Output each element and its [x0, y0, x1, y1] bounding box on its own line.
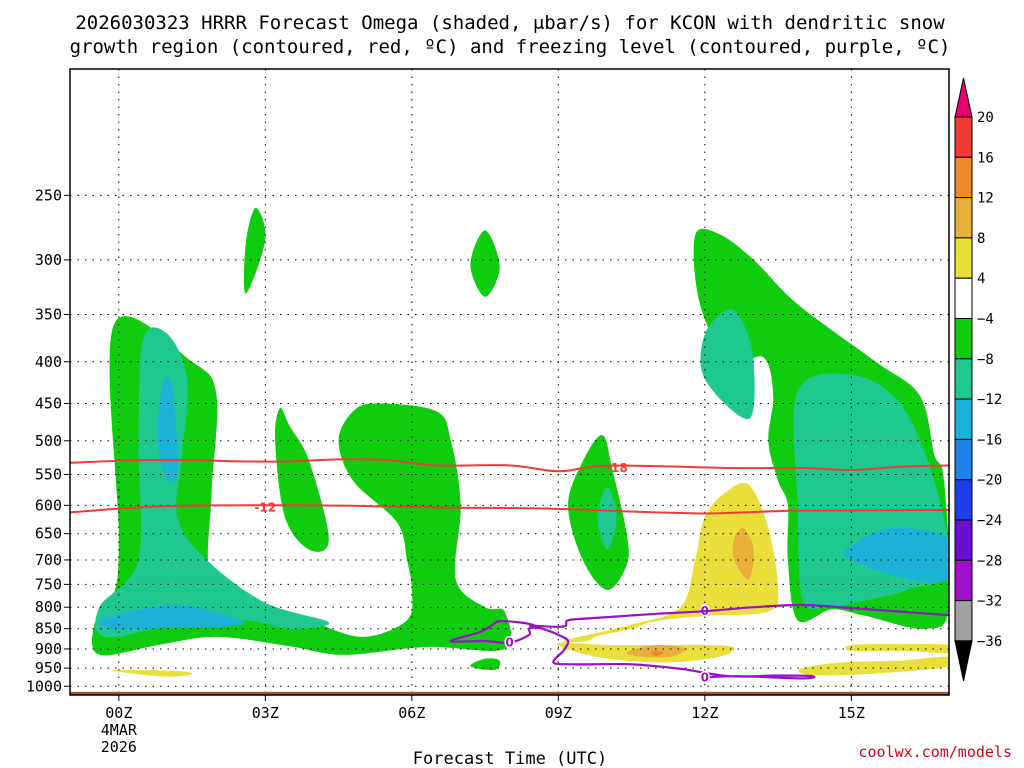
y-tick-label-800: 800	[35, 598, 62, 616]
omega-region-18	[112, 669, 193, 677]
plot-area: -18-12 000	[70, 69, 949, 695]
freezing-contour-2	[494, 619, 536, 630]
temp-contour-label-0: -18	[606, 461, 628, 475]
terrain	[70, 691, 949, 695]
y-axis: 250 300 350 400 450 500 550 600 650 700 750 800 850 9…	[26, 186, 70, 695]
chart-title-line1: 2026030323 HRRR Forecast Omega (shaded, …	[75, 12, 945, 34]
colorbar-label-4: 4	[977, 271, 985, 287]
colorbar-box-12	[954, 600, 973, 642]
omega-region-21	[651, 650, 664, 656]
y-tick-label-450: 450	[35, 394, 62, 412]
colorbar-label-11: −28	[977, 553, 1002, 569]
x-tick-label-15: 15Z	[838, 704, 865, 722]
omega-region-14	[561, 482, 779, 643]
temperature-contours: -18 -12	[70, 458, 949, 515]
x-tick-label-12: 12Z	[691, 704, 718, 722]
omega-region-12	[98, 604, 245, 630]
colorbar-label-6: −8	[977, 352, 994, 368]
y-tick-label-650: 650	[35, 525, 62, 543]
colorbar-cap-top	[954, 77, 973, 118]
colorbar-box-4	[954, 277, 973, 320]
colorbar-cap-bottom	[954, 640, 973, 682]
y-tick-label-550: 550	[35, 466, 62, 484]
x-tick-date: 4MAR	[101, 721, 138, 739]
temp-contour-1	[70, 504, 949, 515]
colorbar-box-7	[954, 398, 973, 440]
x-axis-label: Forecast Time (UTC)	[413, 749, 607, 768]
plot-frame	[69, 68, 950, 696]
omega-region-8	[597, 487, 617, 550]
y-tick-label-700: 700	[35, 551, 62, 569]
colorbar-label-5: −4	[977, 312, 994, 328]
y-tick-label-950: 950	[35, 659, 62, 677]
colorbar-label-3: 8	[977, 231, 985, 247]
x-tick-label-0: 00Z	[105, 704, 132, 722]
y-tick-label-900: 900	[35, 640, 62, 658]
omega-region-3	[274, 407, 329, 552]
omega-region-16	[798, 656, 949, 676]
x-tick-label-6: 06Z	[398, 704, 425, 722]
freezing-contour-0	[449, 622, 816, 680]
colorbar-box-0	[954, 116, 973, 158]
colorbar-label-1: 16	[977, 150, 994, 166]
colorbar-label-12: −32	[977, 594, 1002, 610]
omega-region-11	[157, 376, 178, 484]
temp-contour-label-1: -12	[254, 501, 276, 515]
colorbar-label-7: −12	[977, 392, 1002, 408]
colorbar-box-2	[954, 197, 973, 239]
colorbar-label-2: 12	[977, 191, 994, 207]
colorbar-box-10	[954, 519, 973, 561]
credit-text: coolwx.com/models	[858, 743, 1012, 761]
freezing-contour-label-1: 0	[505, 636, 513, 650]
colorbar-box-8	[954, 438, 973, 481]
y-tick-label-850: 850	[35, 620, 62, 638]
chart-title-line2: growth region (contoured, red, ºC) and f…	[70, 36, 951, 58]
colorbar-label-8: −16	[977, 432, 1002, 448]
colorbar-box-6	[954, 358, 973, 400]
y-tick-label-1000: 1000	[26, 677, 62, 695]
y-tick-label-500: 500	[35, 432, 62, 450]
colorbar-label-0: 20	[977, 110, 994, 126]
y-tick-label-750: 750	[35, 575, 62, 593]
colorbar-box-1	[954, 156, 973, 199]
omega-region-9	[700, 309, 755, 420]
omega-region-19	[732, 527, 754, 580]
omega-region-0	[243, 207, 266, 294]
omega-region-1	[470, 230, 500, 297]
y-tick-label-250: 250	[35, 186, 62, 204]
y-tick-label-400: 400	[35, 353, 62, 371]
freezing-contour-1	[528, 603, 949, 628]
colorbar-label-9: −20	[977, 473, 1002, 489]
x-tick-year: 2026	[101, 738, 137, 756]
x-tick-label-3: 03Z	[252, 704, 279, 722]
x-tick-label-9: 09Z	[545, 704, 572, 722]
omega-region-6	[470, 658, 501, 671]
y-tick-label-350: 350	[35, 305, 62, 323]
omega-region-13	[842, 527, 949, 583]
y-tick-label-600: 600	[35, 496, 62, 514]
colorbar-label-13: −36	[977, 634, 1002, 650]
freezing-level-contours: 000	[449, 603, 949, 686]
temp-contour-0	[70, 458, 949, 473]
omega-region-17	[845, 644, 949, 654]
colorbar-box-5	[954, 318, 973, 360]
colorbar-box-9	[954, 479, 973, 521]
colorbar: 20 16 12 8 4 −4 −8 −12 −16 −20 −24 −28 −32 −36	[954, 77, 1002, 682]
colorbar-box-11	[954, 559, 973, 602]
terrain-fill	[70, 691, 949, 695]
y-tick-label-300: 300	[35, 251, 62, 269]
freezing-contour-label-2: 0	[701, 670, 709, 684]
colorbar-box-3	[954, 237, 973, 279]
colorbar-label-10: −24	[977, 513, 1002, 529]
